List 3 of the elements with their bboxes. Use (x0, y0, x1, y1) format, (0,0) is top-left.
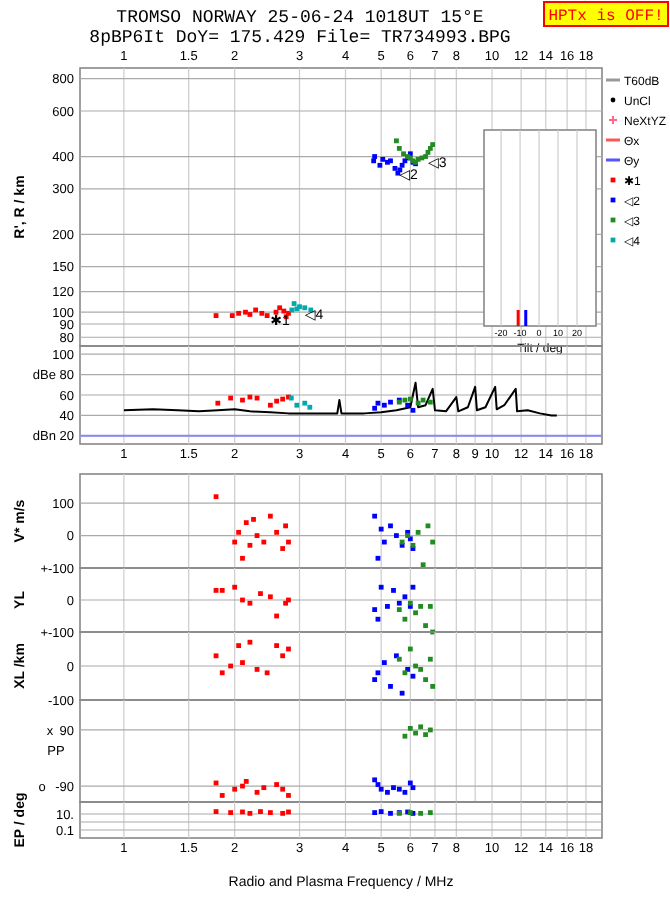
chart-title: TROMSO NORWAY 25-06-24 1018UT 15°E (116, 8, 484, 28)
chart-subtitle: 8pBP6It DoY= 175.429 File= TR734993.BPG (89, 28, 511, 48)
warning-box: HPTx is OFF! (543, 1, 669, 27)
